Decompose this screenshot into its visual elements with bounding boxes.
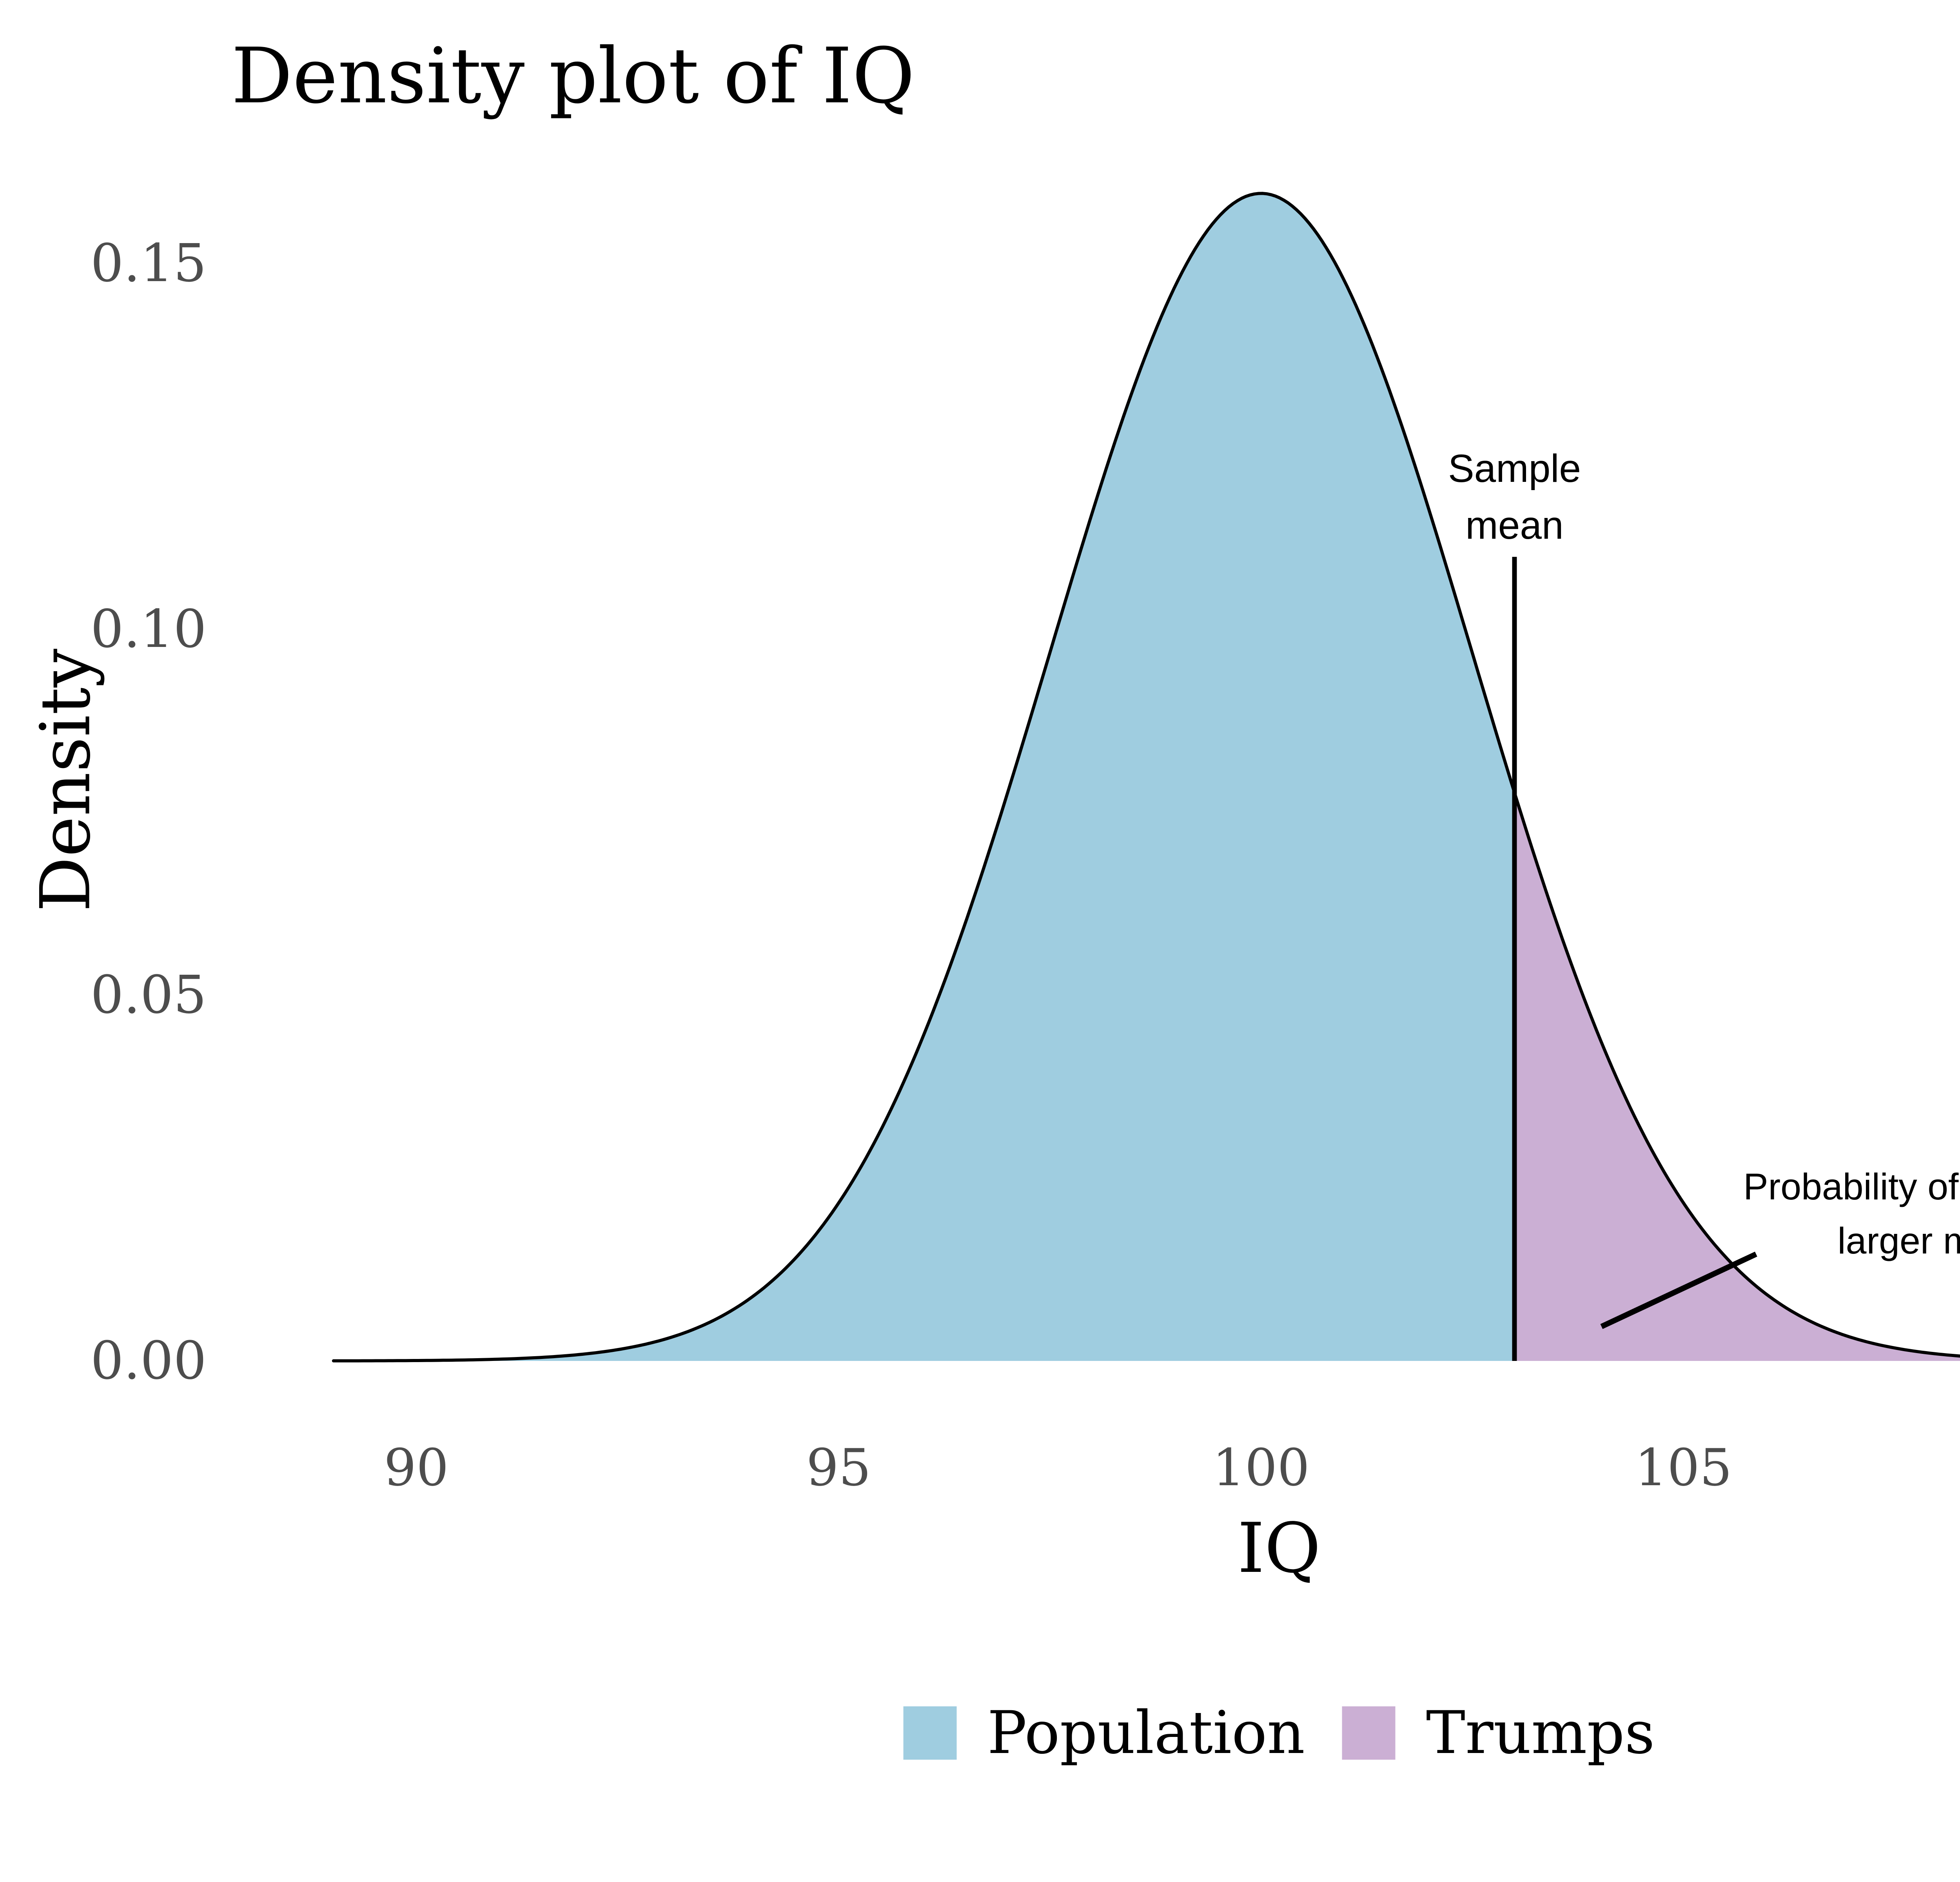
x-tick-label-100: 100 (1212, 1438, 1310, 1497)
chart-title: Density plot of IQ (231, 31, 915, 120)
annotation-line: Probability of observing (1743, 1166, 1960, 1208)
x-tick-label-105: 105 (1635, 1438, 1732, 1497)
population-area (333, 193, 1515, 1361)
legend-item-trumps: Trumps (1342, 1704, 1655, 1762)
y-tick-label-0.15: 0.15 (90, 233, 207, 294)
annotation-line: Sample (1448, 447, 1581, 491)
y-tick-label-0.00: 0.00 (90, 1331, 207, 1391)
annotation-line: mean (1465, 503, 1564, 548)
legend-label-population: Population (987, 1699, 1305, 1767)
x-tick-label-90: 90 (384, 1438, 449, 1497)
legend-swatch-trumps (1342, 1706, 1396, 1760)
y-axis-label: Density (26, 649, 106, 912)
legend-item-population: Population (903, 1699, 1305, 1767)
probability-annotation: Probability of observing larger mean (1743, 1160, 1960, 1268)
sample-mean-annotation: Sample mean (1448, 440, 1581, 554)
density-curve-outline (332, 192, 1960, 1362)
x-axis-label: IQ (1237, 1509, 1321, 1588)
y-tick-label-0.05: 0.05 (90, 965, 207, 1025)
annotation-line: larger mean (1837, 1220, 1960, 1262)
trumps-area (1514, 792, 1960, 1361)
x-tick-label-95: 95 (806, 1438, 871, 1497)
legend-swatch-population (903, 1706, 957, 1760)
legend: Population Trumps (903, 1699, 1655, 1767)
y-tick-label-0.10: 0.10 (90, 599, 207, 659)
probability-pointer-segment (1600, 1252, 1757, 1329)
legend-label-trumps: Trumps (1426, 1699, 1655, 1767)
